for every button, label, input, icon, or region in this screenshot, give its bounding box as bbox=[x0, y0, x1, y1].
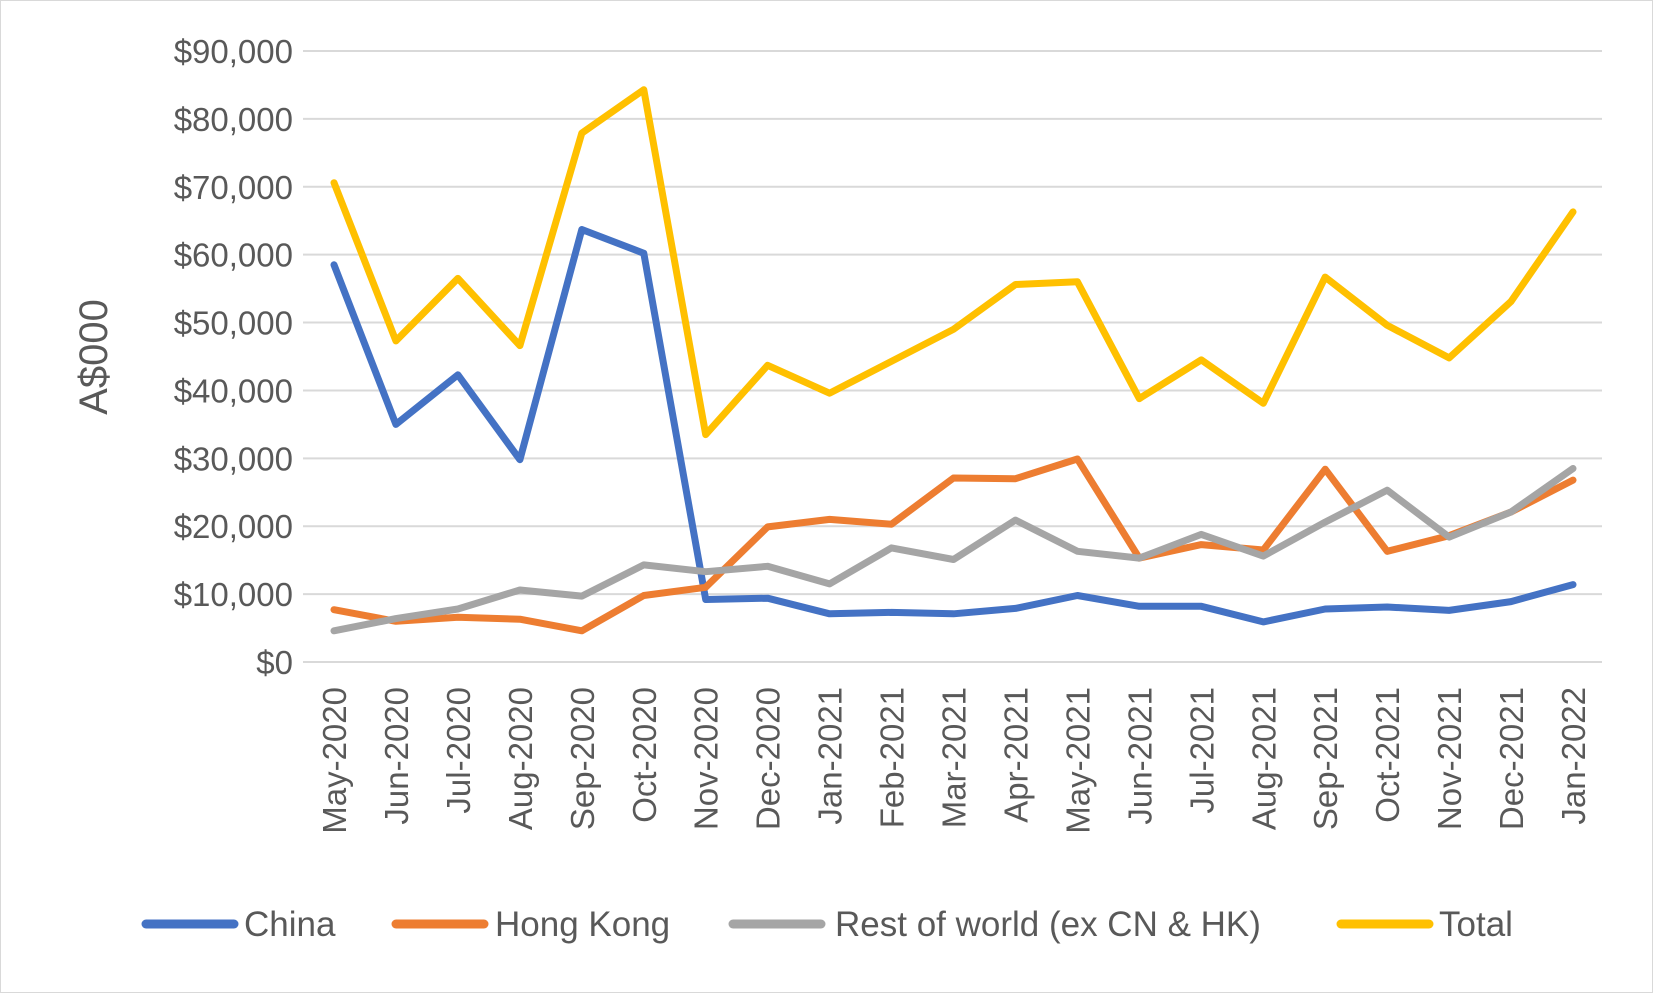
y-tick-label: $80,000 bbox=[174, 101, 293, 138]
x-tick-label: Feb-2021 bbox=[874, 687, 911, 828]
x-tick-label: Nov-2020 bbox=[688, 687, 725, 830]
x-tick-label: May-2021 bbox=[1059, 687, 1096, 834]
y-tick-label: $10,000 bbox=[174, 576, 293, 613]
y-tick-label: $20,000 bbox=[174, 508, 293, 545]
series-line-total bbox=[330, 86, 1577, 439]
x-tick-label: Jan-2022 bbox=[1555, 687, 1592, 825]
x-tick-label: May-2020 bbox=[316, 687, 353, 834]
x-tick-label: Sep-2020 bbox=[564, 687, 601, 830]
x-tick-label: Jun-2020 bbox=[378, 687, 415, 825]
legend-label: Rest of world (ex CN & HK) bbox=[835, 905, 1261, 944]
series-line-hong-kong bbox=[330, 455, 1577, 635]
y-tick-label: $40,000 bbox=[174, 372, 293, 409]
series-line-china bbox=[330, 226, 1577, 626]
x-tick-label: Aug-2021 bbox=[1245, 687, 1282, 830]
x-tick-label: Jul-2021 bbox=[1183, 687, 1220, 814]
x-tick-label: Mar-2021 bbox=[936, 687, 973, 828]
x-axis-ticks: May-2020 Jun-2020 Jul-2020 Aug-2020 Sep-2020… bbox=[316, 687, 1592, 834]
series-lines bbox=[330, 86, 1577, 635]
y-tick-label: $30,000 bbox=[174, 440, 293, 477]
x-tick-label: Nov-2021 bbox=[1431, 687, 1468, 830]
x-tick-label: Dec-2021 bbox=[1493, 687, 1530, 830]
y-tick-label: $70,000 bbox=[174, 169, 293, 206]
y-tick-label: $50,000 bbox=[174, 305, 293, 342]
legend-label: China bbox=[244, 905, 336, 944]
x-tick-label: Jun-2021 bbox=[1121, 687, 1158, 825]
legend-label: Total bbox=[1439, 905, 1513, 944]
y-tick-label: $90,000 bbox=[174, 33, 293, 70]
y-tick-label: $60,000 bbox=[174, 237, 293, 274]
x-tick-label: Aug-2020 bbox=[502, 687, 539, 830]
gridlines bbox=[303, 50, 1602, 663]
legend: China Hong Kong Rest of world (ex CN & HK)… bbox=[141, 905, 1513, 944]
x-tick-label: Dec-2020 bbox=[750, 687, 787, 830]
y-tick-label: $0 bbox=[256, 644, 293, 681]
x-tick-label: Oct-2021 bbox=[1369, 687, 1406, 823]
y-axis-title: A$000 bbox=[72, 299, 116, 415]
x-tick-label: Jan-2021 bbox=[812, 687, 849, 825]
y-axis-ticks: $0 $10,000 $20,000 $30,000 $40,000 $50,000 $60… bbox=[174, 33, 293, 681]
legend-label: Hong Kong bbox=[495, 905, 670, 944]
x-tick-label: Jul-2020 bbox=[440, 687, 477, 814]
x-tick-label: Sep-2021 bbox=[1307, 687, 1344, 830]
x-tick-label: Oct-2020 bbox=[626, 687, 663, 823]
series-line-rest-of-world-ex-cn-hk bbox=[330, 465, 1577, 635]
x-tick-label: Apr-2021 bbox=[997, 687, 1034, 823]
